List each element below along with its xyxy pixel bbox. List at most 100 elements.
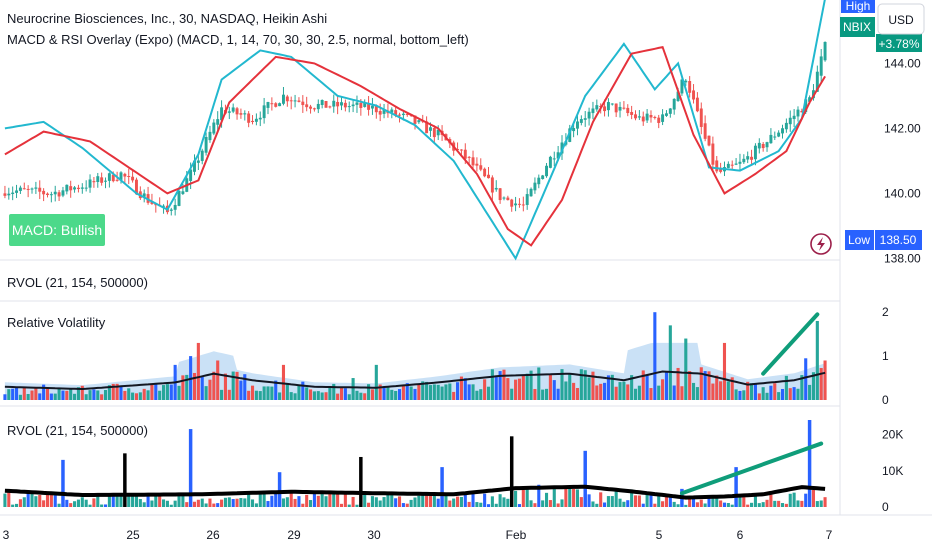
volatility-bar [324,392,328,400]
rvol-bar [11,504,15,507]
volatility-bar [742,390,746,400]
candle-body [107,173,111,181]
volatility-bar [483,379,487,400]
candle-body [11,192,15,195]
candle-body [699,108,703,127]
volatility-bar [792,387,796,400]
volatility-bar [274,380,278,400]
rvol-axis[interactable]: 20K 10K 0 [882,428,903,515]
time-axis[interactable]: 3 25 26 29 30 Feb 5 6 7 [3,528,833,542]
volatility-bar [332,383,336,400]
rvol-bottom-label[interactable]: RVOL (21, 154, 500000) [7,423,148,438]
time-tick-label: 3 [3,528,10,542]
candle-body [815,71,819,92]
volatility-bar [11,388,15,400]
price-pane [3,0,827,261]
candle-body [730,164,734,166]
candle-body [34,187,38,189]
rvol-bar [409,499,413,507]
rvol-bar [115,494,119,507]
candle-body [695,97,699,112]
volatility-bar [715,375,719,400]
volatility-bar [309,389,313,400]
rvol-bar [258,493,262,507]
volatility-bar [699,367,703,400]
candle-body [131,176,135,181]
volatility-bar [223,373,227,400]
volatility-bar [382,386,386,400]
lightning-icon[interactable] [810,233,832,255]
rvol-bar [807,420,812,507]
rvol-bar [84,499,88,507]
candle-body [467,156,471,158]
volatility-bar [220,389,224,400]
rvol-bar [649,494,653,507]
volatility-bar [800,375,804,400]
candle-body [630,112,634,115]
candle-body [537,177,541,185]
candle-body [781,128,784,134]
candle-body [351,104,355,107]
volatility-bar [417,384,421,400]
rvol-top-label[interactable]: RVOL (21, 154, 500000) [7,275,148,290]
rvol-bar [517,504,521,507]
rvol-bar [502,497,506,507]
candle-body [53,191,57,195]
time-tick-label: Feb [506,528,527,542]
relative-volatility-axis[interactable]: 2 1 0 [882,305,889,407]
rvol-bar [316,495,320,507]
candle-body [193,160,196,172]
candle-body [235,108,239,115]
volatility-bar [123,390,127,400]
rvol-bar [514,490,518,507]
rvol-bar [579,497,583,507]
volatility-bar [544,388,549,400]
rvol-bar [312,492,316,507]
rvol-bar [154,495,158,507]
candle-body [390,109,394,113]
indicator-label[interactable]: MACD & RSI Overlay (Expo) (MACD, 1, 14, … [7,32,469,47]
volatility-bar [169,384,173,400]
rvol-bar [243,498,247,507]
rvol-bar [169,504,173,507]
rvol-bar [490,496,494,507]
volatility-bar [88,390,92,400]
currency-label[interactable]: USD [888,13,914,27]
candle-body [247,113,251,123]
volatility-bar [428,385,433,400]
volatility-bar [355,390,359,400]
price-axis[interactable]: 144.00 142.00 140.00 138.00 [884,56,921,265]
rvol-bar [823,497,827,507]
volatility-bar [784,375,788,400]
rvol-bar [281,498,286,507]
volatility-bar [815,320,819,400]
currency-button[interactable]: USD [877,3,925,35]
volatility-bar [45,388,50,400]
candle-body [649,115,653,118]
rvol-bar [173,500,177,507]
candle-body [92,181,96,183]
rvol-bar [161,499,166,507]
relative-volatility-trend-line [761,312,820,376]
rvol-mean-line [4,484,826,500]
rvol-bar [730,504,734,507]
candle-body [668,108,672,114]
volatility-bar [680,386,684,400]
chart-title[interactable]: Neurocrine Biosciences, Inc., 30, NASDAQ… [7,11,327,26]
volatility-bar [266,386,270,400]
candle-body [637,116,641,118]
candle-body [483,168,487,177]
candle-body [796,109,800,117]
candle-body [347,106,351,108]
rvol-bar [467,501,471,507]
candle-body [320,100,324,105]
volatility-bar [367,384,371,400]
candle-body [680,79,684,94]
rvol-bar [394,498,398,507]
rvol-bar [216,503,220,507]
relative-volatility-label[interactable]: Relative Volatility [7,315,106,330]
volatility-bar [208,379,212,400]
macd-line [4,0,826,261]
rvol-bar [452,498,456,507]
